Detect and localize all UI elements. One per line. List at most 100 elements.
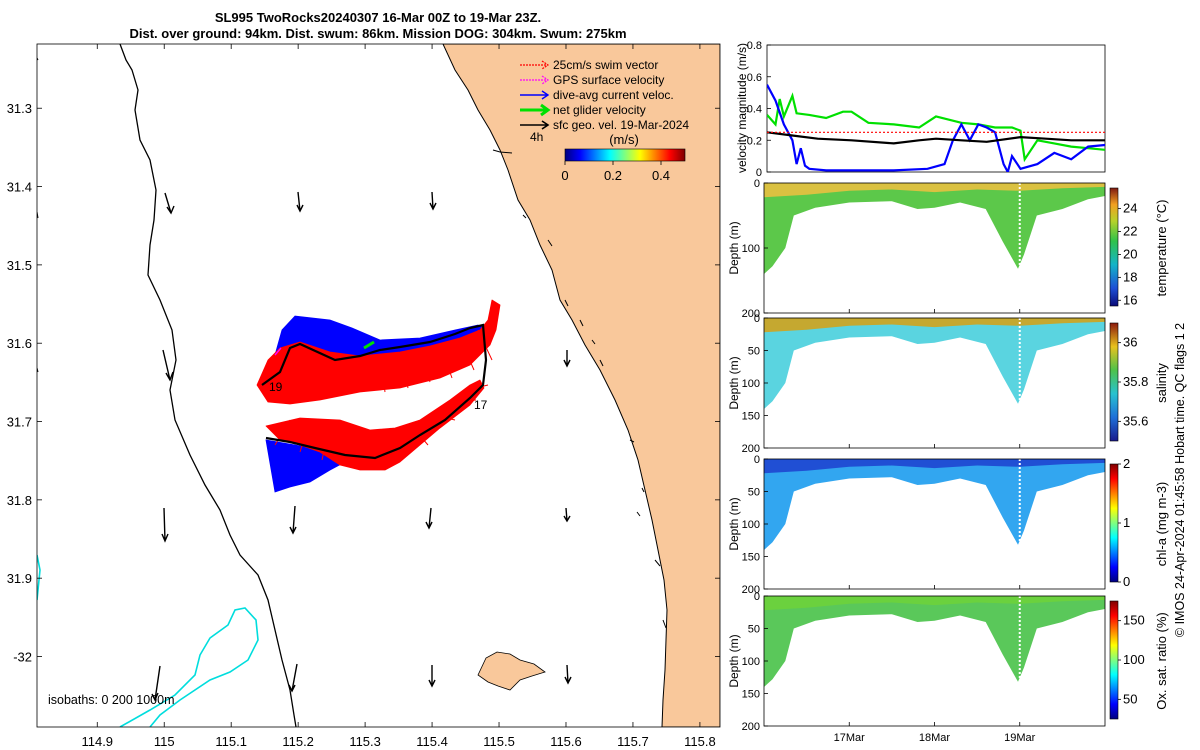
time-tick-label: 19Mar [1004,732,1036,744]
isobath-0m [119,44,297,727]
section-y-tick-label: 200 [742,308,760,320]
section-colorbar [1109,600,1119,720]
section-y-tick-label: 0 [754,454,760,466]
net-glider-velocity-mark [363,340,375,350]
section-y-tick-label: 100 [742,243,760,255]
section-surface-layer [764,596,1105,611]
geo-arrow [162,349,174,382]
section-surface-layer [764,459,1105,474]
time-tick-label: 18Mar [919,732,951,744]
geo-arrow [563,507,571,523]
section-panel-salinity: 0 50 100 150 200 Depth (m) 36 35.8 35.6 salinity [727,313,1169,455]
title-line-1: SL995 TwoRocks20240307 16-Mar 00Z to 19-… [215,10,541,25]
section-cbar-tick-label: 100 [1123,652,1145,667]
geo-arrow [151,665,161,702]
section-y-tick-label: 50 [748,624,760,636]
track-label-17: 17 [474,398,488,412]
map-x-tick-label: 115.1 [215,734,247,749]
section-cbar-tick-label: 150 [1123,613,1145,628]
section-cbar-tick-label: 2 [1123,456,1130,471]
section-y-tick-label: 200 [742,721,760,733]
section-y-tick-label: 100 [742,519,760,531]
geo-arrow [161,507,169,543]
section-cbar-tick-label: 22 [1123,224,1137,239]
section-cbar-tick-label: 18 [1123,269,1137,284]
geo-arrow [289,505,297,535]
legend-label-swim: 25cm/s swim vector [553,58,658,72]
velocity-y-tick-label: 0.2 [747,135,762,147]
velocity-y-tick-label: 0.6 [747,72,762,84]
section-y-tick-label: 100 [742,656,760,668]
section-y-tick-label: 100 [742,378,760,390]
section-ylabel: Depth (m) [727,497,741,550]
section-cbar-label: temperature (°C) [1154,200,1169,297]
legend-item-swim: 25cm/s swim vector [520,58,658,72]
isobath-label: isobaths: 0 200 1000m [48,693,174,707]
title-line-2: Dist. over ground: 94km. Dist. swum: 86k… [129,26,626,41]
map-y-tick-label: 31.3 [7,101,32,116]
section-cbar-tick-label: 16 [1123,292,1137,307]
gps-velocity-mark [274,347,282,356]
velocity-y-tick-label: 0.8 [747,40,762,52]
time-tick-label: 17Mar [834,732,866,744]
geo-arrow [563,350,571,368]
map-y-tick-label: 31.9 [7,571,32,586]
swim-vectors [256,299,501,471]
legend-item-net-glider: net glider velocity [520,103,646,117]
map-x-tick-label: 115.8 [684,734,716,749]
legend-label-dive-avg: dive-avg current veloc. [553,88,674,102]
geo-arrow [428,665,436,688]
map-frame [36,43,721,728]
section-ylabel: Depth (m) [727,634,741,687]
map-x-tick-label: 115.5 [483,734,515,749]
section-y-tick-label: 50 [748,346,760,358]
map-x-tick-label: 115.7 [617,734,649,749]
geo-arrow [429,191,437,211]
section-colorbar [1109,463,1119,583]
map-x-tick-label: 115.4 [416,734,448,749]
section-panel-chla: 0 50 100 150 200 Depth (m) 2 1 0 chl-a (mg m-3) [727,454,1169,596]
colorbar-tick-label: 0 [561,168,568,183]
map-x-tick-label: 114.9 [81,734,113,749]
section-cbar-tick-label: 0 [1123,574,1130,589]
legend-item-dive-avg: dive-avg current veloc. [520,88,674,102]
legend-label-net-glider: net glider velocity [553,103,646,117]
velocity-y-tick-label: 0 [756,167,762,179]
velocity-series [767,84,1105,172]
section-cbar-tick-label: 35.8 [1123,374,1148,389]
section-cbar-label: salinity [1154,363,1169,403]
colorbar-tick-label: 0.2 [604,168,622,183]
geo-arrow [296,191,304,213]
colorbar-units: (m/s) [609,132,639,147]
section-colorbar [1109,187,1119,307]
isobath-200m [37,554,259,727]
velocity-ylabel: velocity magnitude (m/s) [735,43,749,173]
section-y-tick-label: 200 [742,584,760,596]
velocity-panel: 0 0.2 0.4 0.6 0.8 velocity magnitude (m/s) [735,40,1106,179]
red-fan-north [256,299,501,405]
section-surface-layer [764,183,1105,198]
section-cbar-label: chl-a (mg m-3) [1154,482,1169,567]
map-land [442,44,720,727]
legend-time-label: 4h [530,130,543,144]
section-ylabel: Depth (m) [727,221,741,274]
section-y-tick-label: 150 [742,552,760,564]
swim-vector-stroke [269,329,493,401]
coast-detail [37,57,667,629]
footer-note: © IMOS 24-Apr-2024 01:45:58 Hobart time.… [1173,323,1187,637]
legend-swim-arrow [520,60,550,70]
section-cbar-label: Ox. sat. ratio (%) [1154,612,1169,710]
section-cbar-tick-label: 1 [1123,515,1130,530]
map-x-axis: 114.9 115 115.1 115.2 115.3 115.4 115.5 115.6 11… [81,44,716,749]
velocity-y-axis: 0 0.2 0.4 0.6 0.8 [747,40,771,179]
section-cbar-tick-label: 20 [1123,246,1137,261]
section-surface-layer [764,318,1105,333]
section-colorbar [1109,322,1119,442]
section-y-tick-label: 200 [742,443,760,455]
section-cbar-tick-label: 24 [1123,201,1137,216]
geo-arrow [564,664,572,685]
map-x-tick-label: 115.6 [550,734,582,749]
map-y-tick-label: 31.8 [7,493,32,508]
section-y-tick-label: 50 [748,487,760,499]
